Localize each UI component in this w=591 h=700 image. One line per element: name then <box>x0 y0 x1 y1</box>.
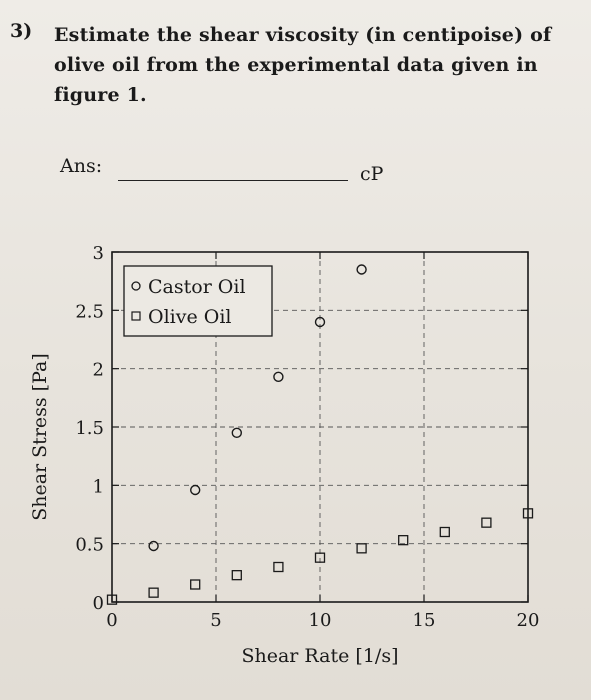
olive-oil-point <box>398 535 409 546</box>
legend-label: Olive Oil <box>148 306 231 328</box>
castor-oil-point <box>189 484 201 496</box>
castor-oil-point <box>273 371 284 383</box>
x-tick-label: 5 <box>210 610 221 631</box>
y-tick-label: 1 <box>93 476 104 497</box>
legend-label: Castor Oil <box>148 276 246 298</box>
castor-oil-point <box>314 316 326 328</box>
chart-marks <box>106 264 534 605</box>
x-tick-label: 0 <box>106 610 117 631</box>
question-line-3: figure 1. <box>54 84 147 106</box>
x-tick-label: 20 <box>517 610 540 631</box>
question-text: Estimate the shear viscosity (in centipo… <box>54 20 584 110</box>
olive-oil-point <box>314 552 326 563</box>
y-tick-label: 0 <box>93 593 104 614</box>
answer-label: Ans: <box>60 155 103 177</box>
question-number: 3) <box>10 20 33 42</box>
olive-oil-point <box>106 594 118 605</box>
castor-oil-point <box>356 264 367 275</box>
olive-oil-point <box>231 570 242 581</box>
castor-oil-point <box>231 427 243 439</box>
question-line-2: olive oil from the experimental data giv… <box>54 54 538 76</box>
y-tick-label: 2.5 <box>75 301 104 322</box>
legend-box <box>123 265 273 337</box>
olive-oil-point <box>273 561 284 573</box>
legend-circle-marker <box>131 281 141 291</box>
olive-oil-point <box>356 543 367 554</box>
olive-oil-point <box>190 579 201 590</box>
x-tick-label: 10 <box>309 610 332 631</box>
y-tick-label: 2 <box>93 360 104 381</box>
y-tick-label: 1.5 <box>75 418 104 439</box>
y-tick-label: 3 <box>93 243 104 264</box>
legend-square-marker <box>131 311 141 321</box>
axis-ticks: 0 0.5 1 1.5 2 2.5 3 0 5 10 15 20 <box>75 243 539 631</box>
olive-oil-point <box>148 587 159 598</box>
answer-blank-line[interactable] <box>118 180 348 181</box>
y-axis-label: Shear Stress [Pa] <box>29 353 51 521</box>
answer-unit: cP <box>360 163 384 185</box>
castor-oil-point <box>148 540 159 552</box>
y-tick-label: 0.5 <box>75 535 104 556</box>
x-tick-label: 15 <box>413 610 436 631</box>
olive-oil-point <box>481 517 492 528</box>
olive-oil-point <box>522 508 534 519</box>
olive-oil-point <box>439 526 450 538</box>
x-axis-label: Shear Rate [1/s] <box>241 645 398 667</box>
question-line-1: Estimate the shear viscosity (in centipo… <box>54 24 552 46</box>
chart-legend: Castor Oil Olive Oil <box>123 265 273 337</box>
